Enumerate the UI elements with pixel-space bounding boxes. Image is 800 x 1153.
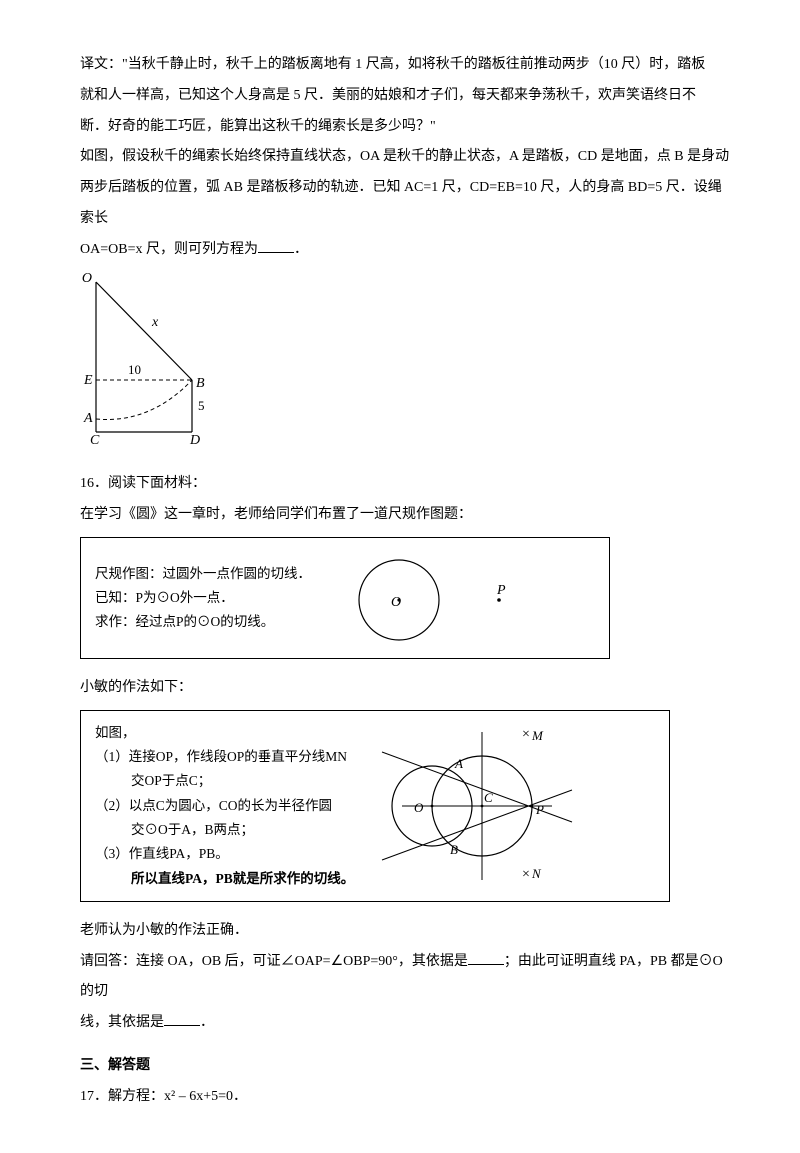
svg-text:A: A: [454, 756, 463, 771]
box2-s3b: 所以直线PA，PB就是所求作的切线。: [95, 867, 354, 891]
svg-text:10: 10: [128, 362, 141, 377]
box2-s1a: （1）连接OP，作线段OP的垂直平分线MN: [95, 745, 354, 769]
q16-question: 请回答：连接 OA，OB 后，可证∠OAP=∠OBP=90°，其依据是；由此可证…: [80, 947, 730, 1009]
svg-text:×: ×: [522, 867, 530, 882]
q16-number: 16．阅读下面材料：: [80, 469, 730, 500]
q16-after: 老师认为小敏的作法正确．: [80, 916, 730, 947]
box1-l2: 已知：P为⊙O外一点．: [95, 586, 311, 610]
p15-trans-l2: 就和人一样高，已知这个人身高是 5 尺．美丽的姑娘和才子们，每天都来争荡秋千，欢…: [80, 81, 730, 112]
svg-text:O: O: [82, 272, 92, 286]
svg-text:B: B: [450, 842, 458, 857]
box2-head: 如图，: [95, 721, 354, 745]
box2-s2b: 交⊙O于A，B两点；: [95, 818, 354, 842]
svg-text:A: A: [83, 411, 93, 426]
svg-text:×: ×: [522, 727, 530, 742]
q16-intro: 在学习《圆》这一章时，老师给同学们布置了一道尺规作图题：: [80, 500, 730, 531]
p15-body-l3-end: ．: [294, 242, 308, 257]
box2-s2a: （2）以点C为圆心，CO的长为半径作圆: [95, 794, 354, 818]
svg-text:P: P: [496, 583, 506, 598]
svg-text:O: O: [414, 800, 424, 815]
svg-text:N: N: [531, 866, 542, 881]
svg-text:x: x: [151, 315, 159, 330]
q16-question-2: 线，其依据是 ．: [80, 1008, 730, 1039]
svg-text:O: O: [391, 595, 401, 610]
svg-text:M: M: [531, 728, 544, 743]
svg-text:B: B: [196, 376, 205, 391]
box1-l1: 尺规作图：过圆外一点作圆的切线．: [95, 562, 311, 586]
p15-body-l2: 两步后踏板的位置，弧 AB 是踏板移动的轨迹．已知 AC=1 尺，CD=EB=1…: [80, 173, 730, 235]
blank-1[interactable]: [258, 238, 294, 253]
section-3-title: 三、解答题: [80, 1051, 730, 1082]
q16-q-c: 线，其依据是: [80, 1015, 164, 1030]
svg-text:C: C: [90, 433, 100, 447]
p15-trans-l1: 译文："当秋千静止时，秋千上的踏板离地有 1 尺高，如将秋千的踏板往前推动两步（…: [80, 50, 730, 81]
p15-trans-l3: 断．好奇的能工巧匠，能算出这秋千的绳索长是多少吗？": [80, 112, 730, 143]
svg-text:P: P: [535, 802, 544, 817]
q16-mid: 小敏的作法如下：: [80, 673, 730, 704]
svg-text:C: C: [484, 790, 493, 805]
p15-body-l1: 如图，假设秋千的绳索长始终保持直线状态，OA 是秋千的静止状态，A 是踏板，CD…: [80, 142, 730, 173]
p15-body-l3: OA=OB=x 尺，则可列方程为 ．: [80, 235, 730, 266]
q16-q-a: 请回答：连接 OA，OB 后，可证∠OAP=∠OBP=90°，其依据是: [80, 954, 468, 969]
blank-2[interactable]: [468, 950, 504, 965]
figure-swing: O x 10 E B 5 A C D: [80, 272, 730, 460]
box2-s1b: 交OP于点C；: [95, 769, 354, 793]
q17: 17．解方程：x² – 6x+5=0．: [80, 1082, 730, 1113]
box1-figure: O P: [329, 548, 549, 648]
box-2: 如图， （1）连接OP，作线段OP的垂直平分线MN 交OP于点C； （2）以点C…: [80, 710, 670, 902]
box2-s3a: （3）作直线PA，PB。: [95, 842, 354, 866]
box1-l3: 求作：经过点P的⊙O的切线。: [95, 610, 311, 634]
q16-q-end: ．: [200, 1015, 214, 1030]
svg-text:5: 5: [198, 398, 205, 413]
blank-3[interactable]: [164, 1011, 200, 1026]
svg-text:E: E: [83, 373, 93, 388]
svg-text:D: D: [189, 433, 200, 447]
box2-figure: M × N × A O C P B: [372, 726, 592, 886]
box-1: 尺规作图：过圆外一点作圆的切线． 已知：P为⊙O外一点． 求作：经过点P的⊙O的…: [80, 537, 610, 659]
p15-body-l3-text: OA=OB=x 尺，则可列方程为: [80, 242, 258, 257]
